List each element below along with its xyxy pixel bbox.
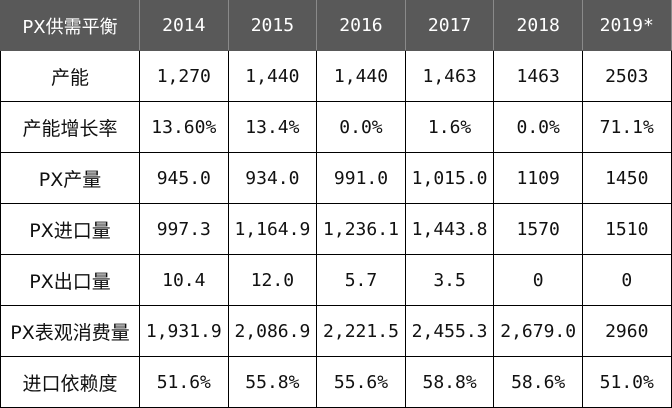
- table-cell: 945.0: [139, 152, 229, 204]
- table-cell: 2,679.0: [493, 305, 583, 357]
- header-row: PX供需平衡 2014 2015 2016 2017 2018 2019*: [0, 0, 672, 51]
- table-row: 产能 1,270 1,440 1,440 1,463 1463 2503: [0, 50, 672, 102]
- row-label-cell: 进口依赖度: [0, 356, 140, 408]
- table-cell: 71.1%: [581, 101, 672, 153]
- table-cell: 1,931.9: [139, 305, 229, 357]
- table-cell: 934.0: [227, 152, 318, 204]
- table-cell: 1,236.1: [316, 203, 406, 255]
- table-cell: 1109: [493, 152, 583, 204]
- table-cell: 55.8%: [227, 356, 318, 408]
- header-year-cell: 2019*: [581, 0, 672, 51]
- table-cell: 13.60%: [139, 101, 229, 153]
- table-cell: 2,221.5: [316, 305, 406, 357]
- table-cell: 2503: [581, 50, 672, 102]
- table-row: 进口依赖度 51.6% 55.8% 55.6% 58.8% 58.6% 51.0…: [0, 356, 672, 408]
- header-year-cell: 2018: [493, 0, 583, 51]
- table-cell: 1,443.8: [404, 203, 495, 255]
- table-cell: 1450: [581, 152, 672, 204]
- table-cell: 1,270: [139, 50, 229, 102]
- row-label-cell: PX进口量: [0, 203, 140, 255]
- table-cell: 1.6%: [404, 101, 495, 153]
- table-cell: 58.8%: [404, 356, 495, 408]
- table-cell: 10.4: [139, 254, 229, 306]
- table-cell: 1,440: [316, 50, 406, 102]
- table-cell: 1463: [493, 50, 583, 102]
- table-cell: 1,463: [404, 50, 495, 102]
- table-row: PX表观消费量 1,931.9 2,086.9 2,221.5 2,455.3 …: [0, 305, 672, 357]
- table-cell: 1,440: [227, 50, 318, 102]
- table-cell: 0: [493, 254, 583, 306]
- header-year-cell: 2014: [139, 0, 229, 51]
- table-cell: 12.0: [227, 254, 318, 306]
- row-label-cell: PX出口量: [0, 254, 140, 306]
- table-cell: 991.0: [316, 152, 406, 204]
- table-cell: 2960: [581, 305, 672, 357]
- table-cell: 1570: [493, 203, 583, 255]
- row-label-cell: PX产量: [0, 152, 140, 204]
- table-row: PX出口量 10.4 12.0 5.7 3.5 0 0: [0, 254, 672, 306]
- table-cell: 997.3: [139, 203, 229, 255]
- row-label-cell: 产能增长率: [0, 101, 140, 153]
- table-cell: 2,455.3: [404, 305, 495, 357]
- table-cell: 55.6%: [316, 356, 406, 408]
- header-year-cell: 2016: [316, 0, 406, 51]
- table-cell: 13.4%: [227, 101, 318, 153]
- table-cell: 0.0%: [493, 101, 583, 153]
- table-cell: 51.0%: [581, 356, 672, 408]
- table-cell: 1510: [581, 203, 672, 255]
- header-label-cell: PX供需平衡: [0, 0, 140, 51]
- table-cell: 3.5: [404, 254, 495, 306]
- table-row: PX进口量 997.3 1,164.9 1,236.1 1,443.8 1570…: [0, 203, 672, 255]
- table-cell: 51.6%: [139, 356, 229, 408]
- table-cell: 58.6%: [493, 356, 583, 408]
- table-cell: 1,015.0: [404, 152, 495, 204]
- row-label-cell: 产能: [0, 50, 140, 102]
- table-row: PX产量 945.0 934.0 991.0 1,015.0 1109 1450: [0, 152, 672, 204]
- table-cell: 0: [581, 254, 672, 306]
- table-cell: 5.7: [316, 254, 406, 306]
- row-label-cell: PX表观消费量: [0, 305, 140, 357]
- header-year-cell: 2015: [227, 0, 318, 51]
- table-cell: 0.0%: [316, 101, 406, 153]
- table-cell: 2,086.9: [227, 305, 318, 357]
- table-cell: 1,164.9: [227, 203, 318, 255]
- table-row: 产能增长率 13.60% 13.4% 0.0% 1.6% 0.0% 71.1%: [0, 101, 672, 153]
- header-year-cell: 2017: [404, 0, 495, 51]
